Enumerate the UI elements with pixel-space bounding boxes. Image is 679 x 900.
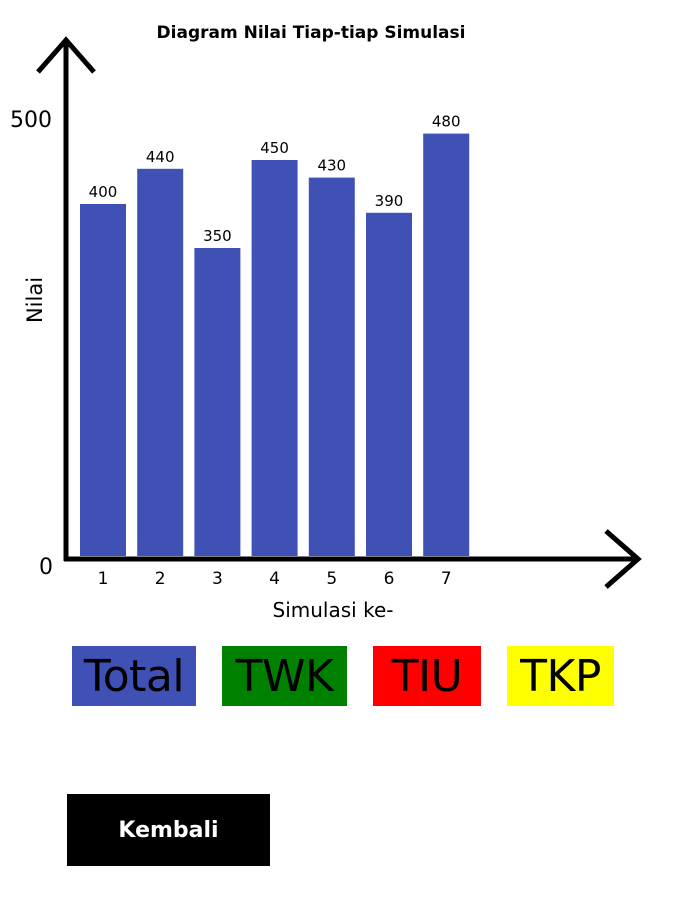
bar-2: [137, 168, 184, 557]
y-axis-label: Nilai: [23, 277, 47, 323]
x-tick-label-5: 5: [326, 569, 337, 589]
x-tick-label-2: 2: [155, 569, 166, 589]
legend-button-twk[interactable]: TWK: [222, 646, 347, 706]
x-tick-label-4: 4: [269, 569, 280, 589]
data-label-4: 450: [260, 139, 289, 157]
y-tick-label-500: 500: [10, 108, 52, 133]
chart-title: Diagram Nilai Tiap-tiap Simulasi: [157, 23, 466, 43]
legend-button-total[interactable]: Total: [72, 646, 196, 706]
y-tick-label-0: 0: [39, 555, 53, 580]
bar-4: [251, 160, 298, 556]
data-label-6: 390: [375, 192, 404, 210]
y-axis-arrowhead: [36, 36, 96, 74]
bar-6: [366, 212, 412, 557]
legend-button-tkp[interactable]: TKP: [507, 646, 614, 706]
x-axis-arrowhead: [604, 529, 642, 589]
x-axis-label: Simulasi ke-: [273, 598, 394, 622]
x-tick-label-1: 1: [98, 569, 109, 589]
data-label-7: 480: [432, 113, 461, 131]
x-tick-label-7: 7: [441, 569, 452, 589]
bar-5: [308, 177, 355, 556]
x-tick-label-6: 6: [384, 569, 395, 589]
data-label-5: 430: [317, 157, 346, 175]
bar-7: [423, 133, 470, 556]
bar-3: [194, 248, 241, 556]
bar-1: [80, 204, 126, 556]
legend-button-tiu[interactable]: TIU: [373, 646, 481, 706]
bar-chart: Diagram Nilai Tiap-tiap Simulasi 0 500 N…: [10, 23, 642, 622]
x-tick-label-3: 3: [212, 569, 223, 589]
data-label-3: 350: [203, 227, 232, 245]
data-label-1: 400: [89, 183, 118, 201]
data-label-2: 440: [146, 148, 175, 166]
back-button[interactable]: Kembali: [67, 794, 270, 866]
